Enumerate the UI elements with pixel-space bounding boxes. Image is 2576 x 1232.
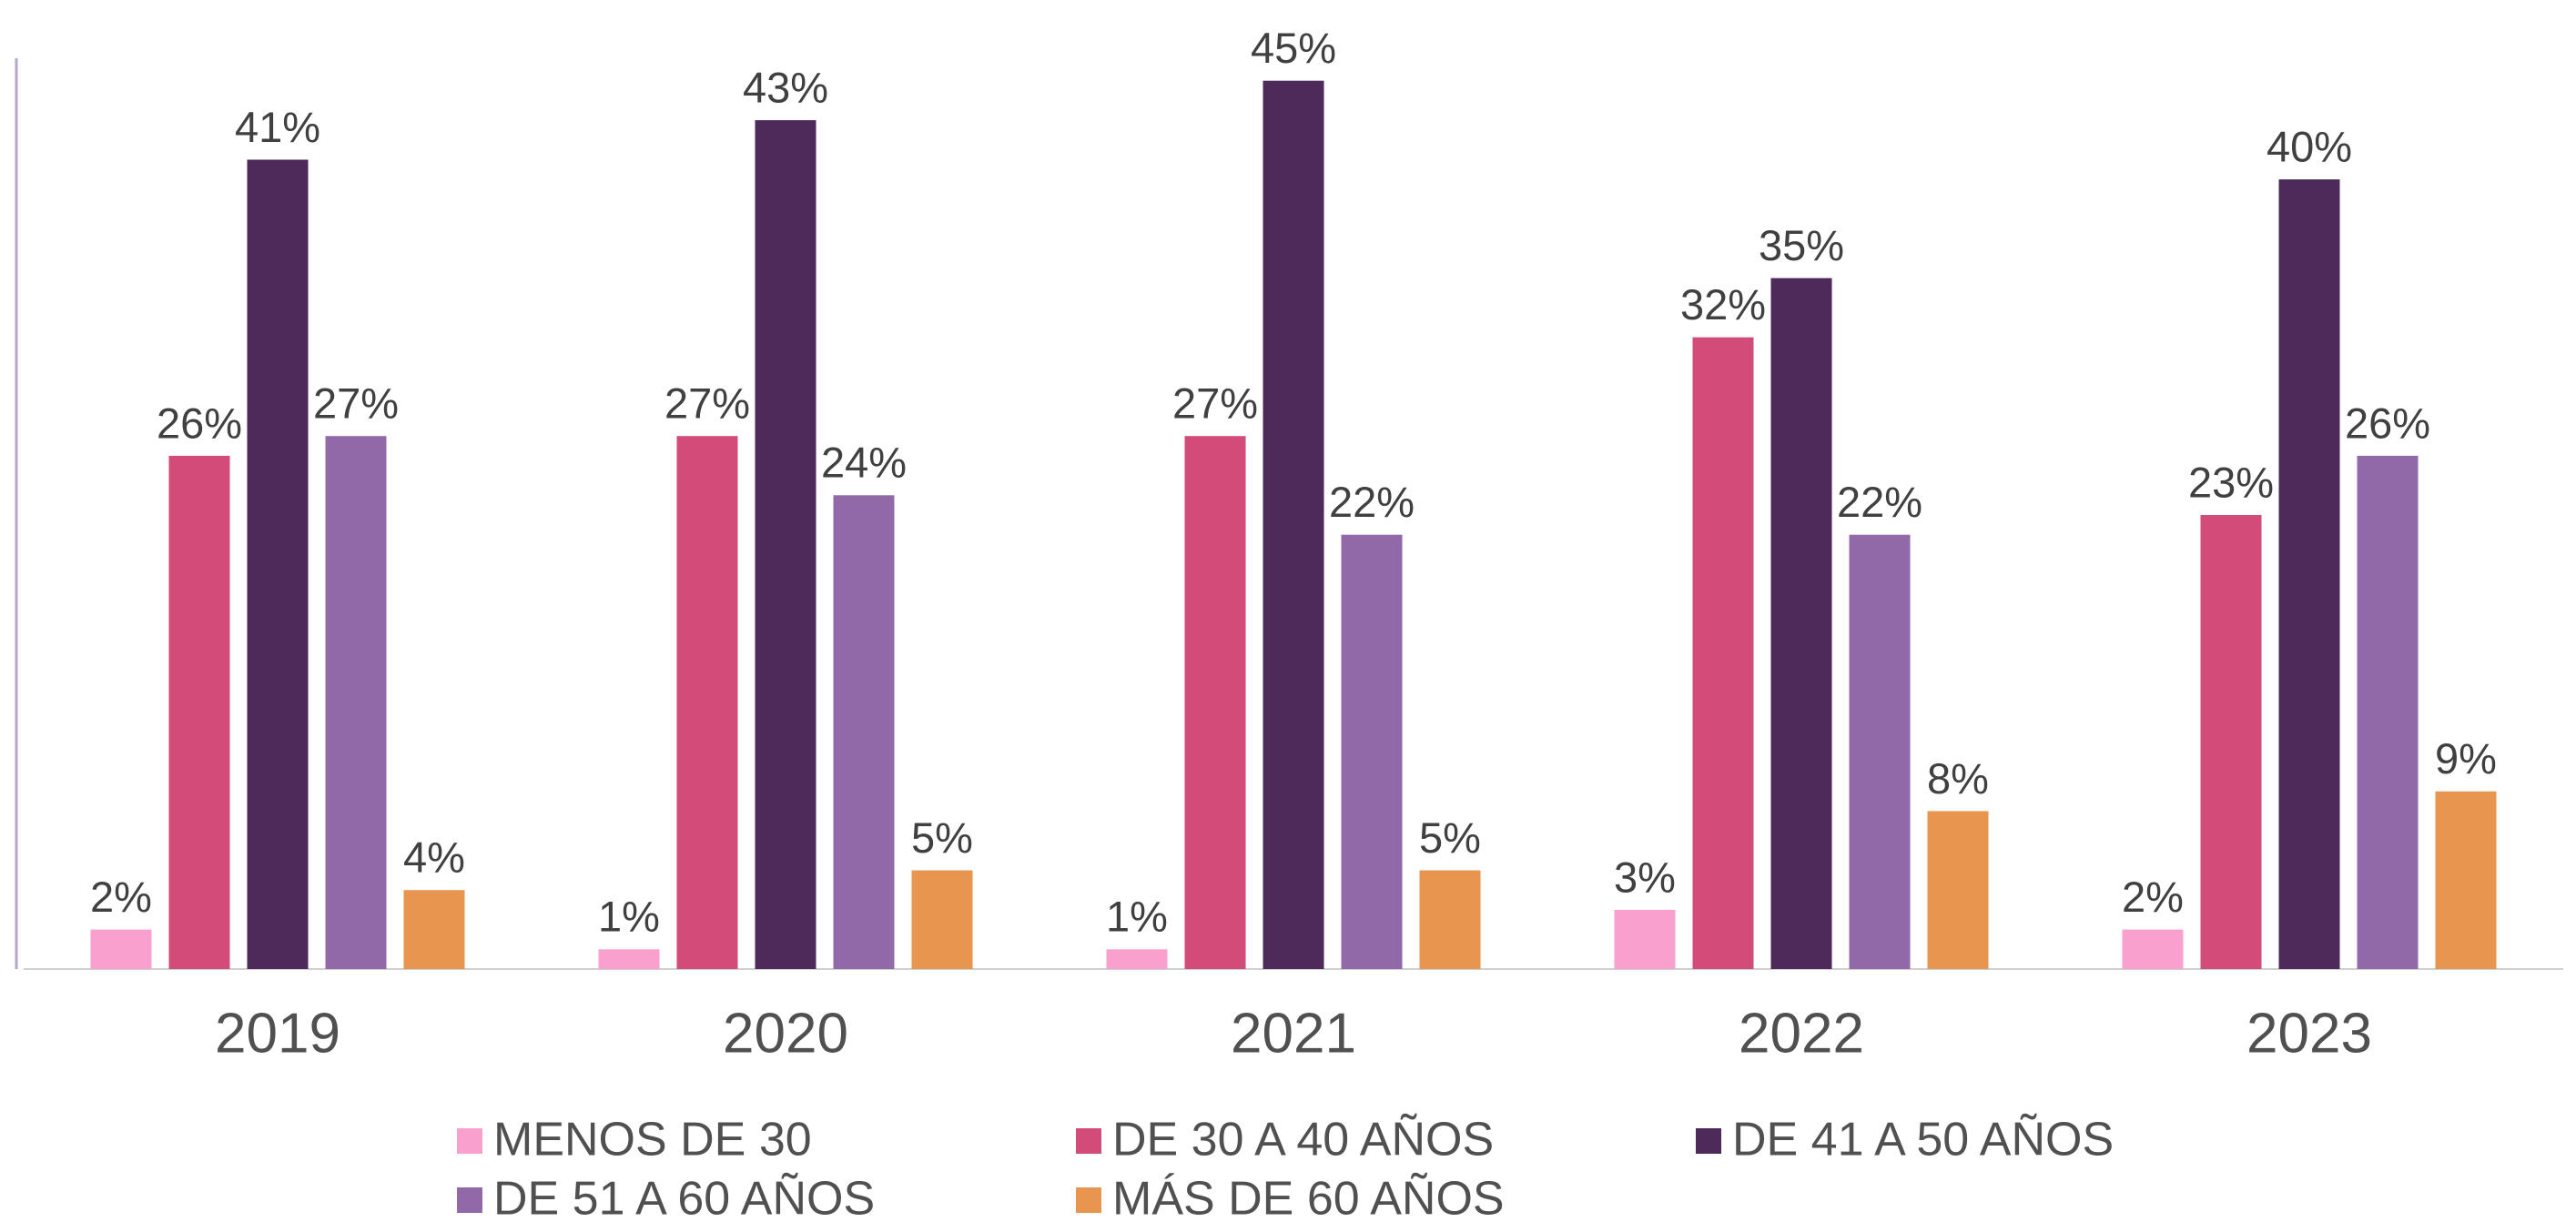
x-tick-label: 2022 — [1739, 1002, 1864, 1065]
bar — [1849, 534, 1911, 969]
bar — [90, 929, 152, 969]
bar — [1263, 80, 1324, 969]
legend-swatch — [457, 1187, 482, 1213]
legend-swatch — [1696, 1128, 1721, 1154]
value-label: 1% — [598, 893, 660, 941]
bar — [1106, 949, 1168, 969]
legend-swatch — [457, 1128, 482, 1154]
value-label: 24% — [821, 439, 907, 487]
bar — [1692, 337, 1754, 969]
legend-label: MENOS DE 30 — [493, 1114, 812, 1166]
bar — [1184, 436, 1246, 969]
legend-label: MÁS DE 60 AÑOS — [1112, 1173, 1505, 1226]
bar — [2200, 515, 2262, 969]
bar — [1614, 909, 1676, 969]
bar — [755, 120, 816, 969]
value-label: 32% — [1680, 280, 1766, 328]
legend-label: DE 51 A 60 AÑOS — [493, 1173, 875, 1226]
bar — [1341, 534, 1403, 969]
bar — [833, 495, 895, 969]
value-label: 9% — [2435, 734, 2497, 783]
value-label: 45% — [1251, 24, 1336, 72]
bar — [676, 436, 738, 969]
bar — [911, 870, 973, 969]
value-label: 4% — [403, 833, 465, 882]
value-label: 40% — [2267, 123, 2352, 171]
value-label: 35% — [1759, 221, 1844, 269]
x-tick-label: 2021 — [1231, 1002, 1356, 1065]
bar — [2357, 455, 2419, 969]
bar — [325, 436, 387, 969]
bar — [2435, 791, 2497, 969]
value-label: 5% — [911, 813, 973, 862]
legend-label: DE 41 A 50 AÑOS — [1732, 1114, 2114, 1166]
bar — [2278, 179, 2340, 969]
legend-swatch — [1076, 1187, 1101, 1213]
value-label: 2% — [2122, 873, 2184, 921]
value-label: 5% — [1419, 813, 1481, 862]
value-label: 22% — [1837, 478, 1922, 526]
value-label: 26% — [2345, 399, 2430, 447]
bar — [1927, 811, 1989, 969]
x-tick-label: 2020 — [723, 1002, 848, 1065]
value-label: 23% — [2188, 458, 2274, 506]
bar — [247, 159, 309, 969]
bar — [168, 455, 230, 969]
bar — [2122, 929, 2184, 969]
value-label: 27% — [1172, 379, 1258, 428]
legend-swatch — [1076, 1128, 1101, 1154]
value-label: 27% — [313, 379, 399, 428]
value-label: 27% — [664, 379, 750, 428]
bar — [403, 890, 465, 969]
bar — [1419, 870, 1481, 969]
value-label: 8% — [1927, 754, 1989, 803]
value-label: 22% — [1329, 478, 1415, 526]
value-label: 3% — [1614, 853, 1676, 901]
value-label: 1% — [1106, 893, 1168, 941]
bar — [598, 949, 660, 969]
x-tick-label: 2019 — [215, 1002, 340, 1065]
value-label: 26% — [157, 399, 242, 447]
value-label: 2% — [90, 873, 152, 921]
value-label: 43% — [743, 64, 828, 112]
bar — [1770, 278, 1832, 969]
legend-label: DE 30 A 40 AÑOS — [1112, 1114, 1494, 1166]
x-tick-label: 2023 — [2246, 1002, 2372, 1065]
value-label: 41% — [235, 103, 320, 151]
